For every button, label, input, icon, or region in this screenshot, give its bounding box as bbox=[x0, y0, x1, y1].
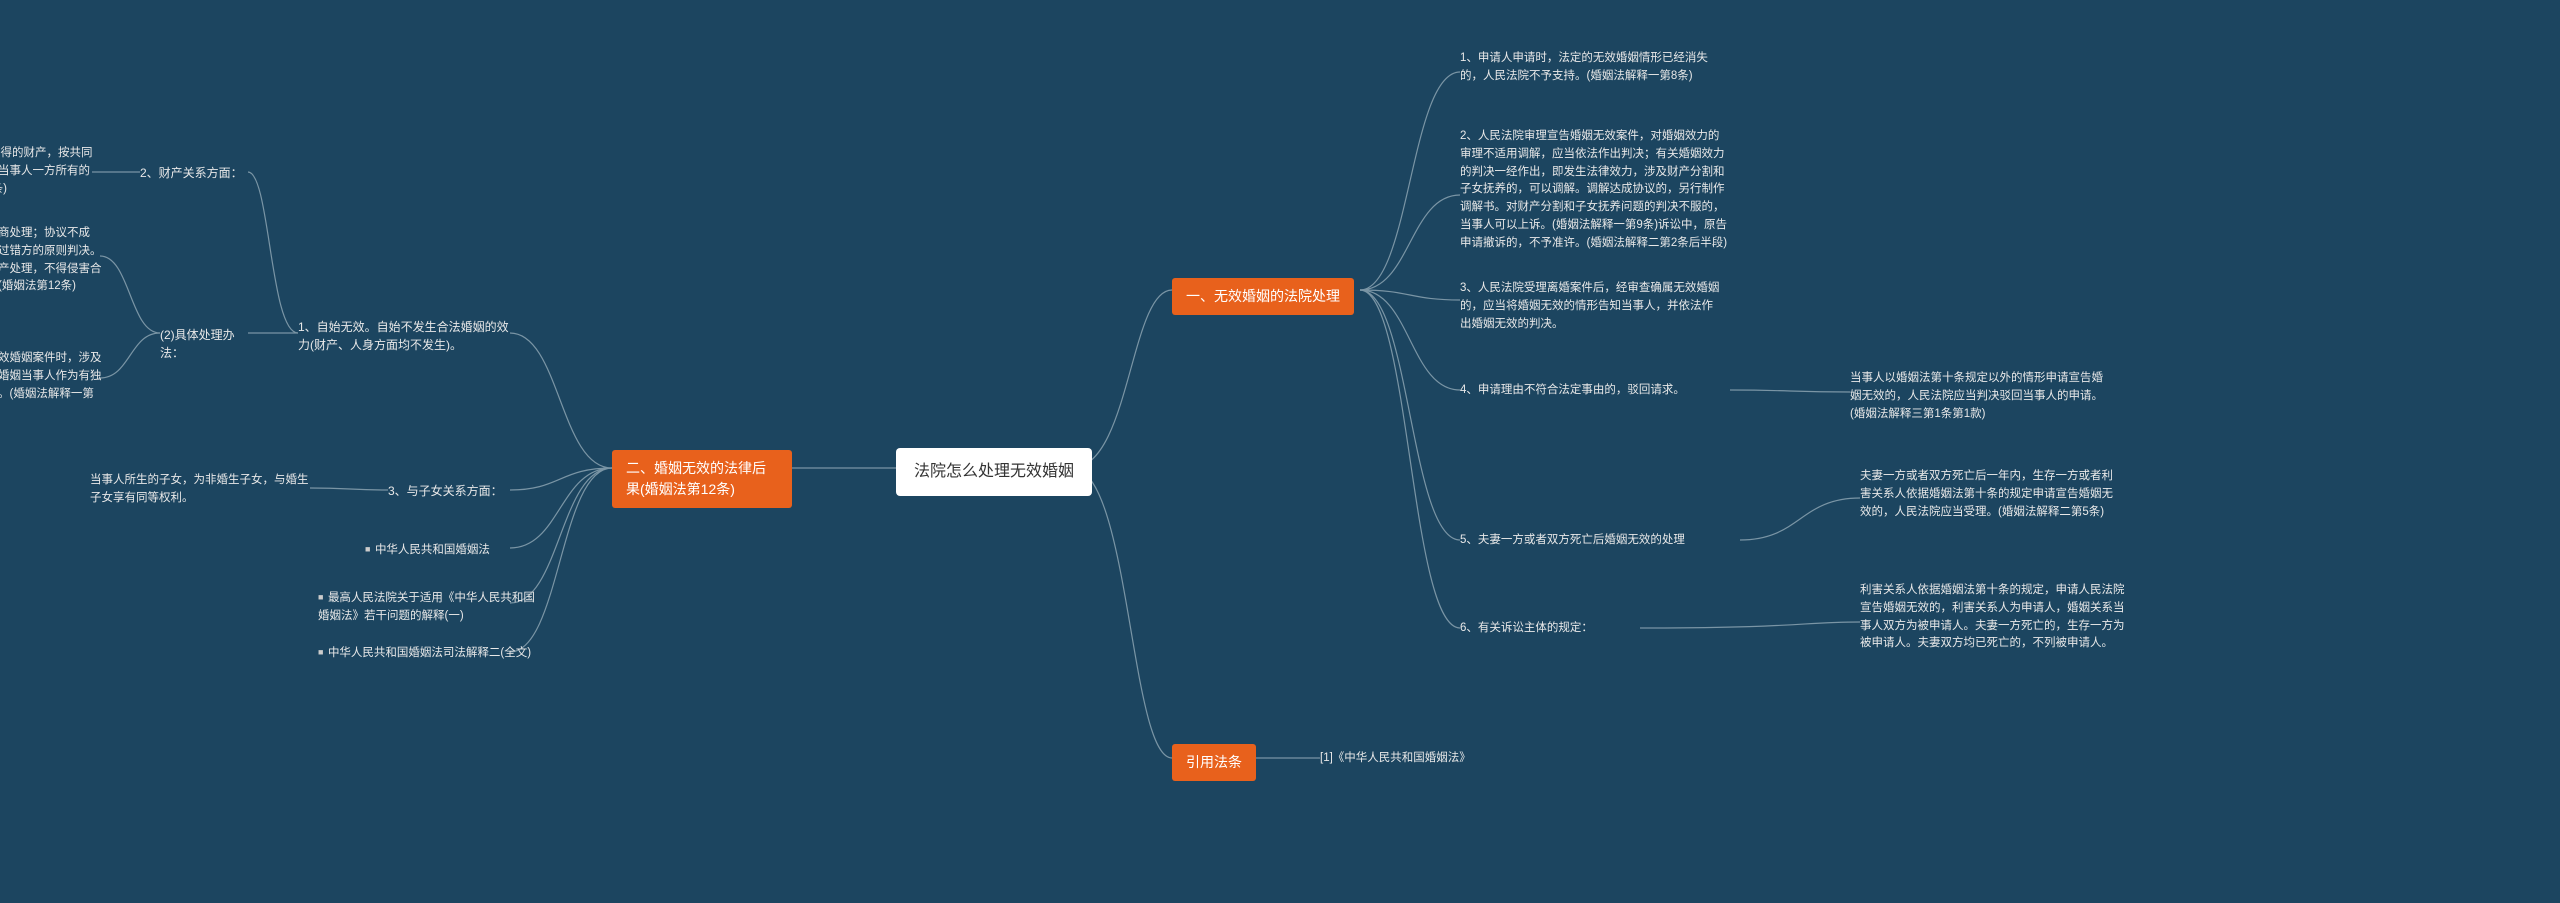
item-4-detail: 当事人以婚姻法第十条规定以外的情形申请宣告婚姻无效的，人民法院应当判决驳回当事人… bbox=[1850, 370, 2110, 423]
item-5-detail: 夫妻一方或者双方死亡后一年内，生存一方或者利害关系人依据婚姻法第十条的规定申请宣… bbox=[1860, 468, 2120, 521]
bullet-3: 中华人民共和国婚姻法司法解释二(全文) bbox=[318, 645, 538, 663]
bullet-1: 中华人民共和国婚姻法 bbox=[365, 542, 565, 560]
reference-1: [1]《中华人民共和国婚姻法》 bbox=[1320, 750, 1560, 768]
branch-references[interactable]: 引用法条 bbox=[1172, 744, 1256, 781]
item-2: 2、人民法院审理宣告婚姻无效案件，对婚姻效力的审理不适用调解，应当依法作出判决；… bbox=[1460, 128, 1730, 253]
sub-2: 2、财产关系方面： bbox=[140, 164, 260, 182]
branch-legal-consequences[interactable]: 二、婚姻无效的法律后果(婚姻法第12条) bbox=[612, 450, 792, 508]
connector-lines bbox=[0, 0, 2560, 903]
item-1: 1、申请人申请时，法定的无效婚姻情形已经消失的，人民法院不予支持。(婚姻法解释一… bbox=[1460, 50, 1720, 86]
item-6: 6、有关诉讼主体的规定： bbox=[1460, 620, 1640, 638]
sub-2-d1: (1)归属：当事人同居期间所得的财产，按共同共有处理。但有证据证明为当事人一方所… bbox=[0, 145, 95, 198]
sub-3-d1: 当事人所生的子女，为非婚生子女，与婚生子女享有同等权利。 bbox=[90, 472, 315, 508]
item-3: 3、人民法院受理离婚案件后，经审查确属无效婚姻的，应当将婚姻无效的情形告知当事人… bbox=[1460, 280, 1720, 333]
sub-3: 3、与子女关系方面： bbox=[388, 482, 518, 500]
sub-1-c1-d1: 同居期间所得财产，双方协商处理；协议不成时，由人民法院根据照顾无过错方的原则判决… bbox=[0, 225, 105, 296]
item-5: 5、夫妻一方或者双方死亡后婚姻无效的处理 bbox=[1460, 532, 1740, 550]
center-topic[interactable]: 法院怎么处理无效婚姻 bbox=[896, 448, 1092, 496]
item-4: 4、申请理由不符合法定事由的，驳回请求。 bbox=[1460, 382, 1730, 400]
bullet-2: 最高人民法院关于适用《中华人民共和国婚姻法》若干问题的解释(一) bbox=[318, 590, 538, 626]
sub-1-c1: (2)具体处理办法： bbox=[160, 326, 255, 362]
branch-court-handling[interactable]: 一、无效婚姻的法院处理 bbox=[1172, 278, 1354, 315]
sub-1: 1、自始无效。自始不发生合法婚姻的效力(财产、人身方面均不发生)。 bbox=[298, 318, 513, 354]
sub-1-c1-d2: 人民法院审理重婚导致的无效婚姻案件时，涉及财产处理的，应当准许合法婚姻当事人作为… bbox=[0, 350, 105, 421]
item-6-detail: 利害关系人依据婚姻法第十条的规定，申请人民法院宣告婚姻无效的，利害关系人为申请人… bbox=[1860, 582, 2130, 653]
